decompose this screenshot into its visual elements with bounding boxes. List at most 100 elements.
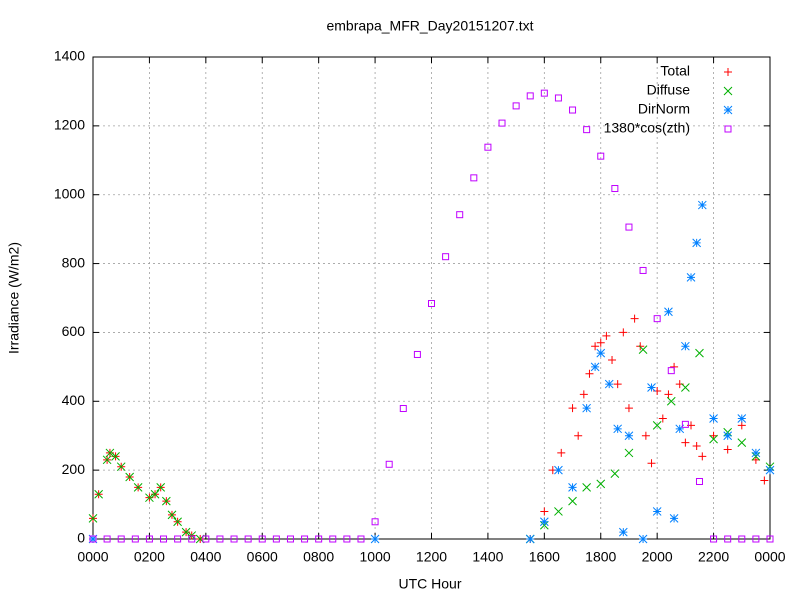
data-point xyxy=(568,483,577,492)
data-point xyxy=(658,414,667,423)
data-point xyxy=(160,535,168,543)
data-point xyxy=(582,483,591,492)
data-point xyxy=(202,535,210,543)
data-point xyxy=(613,380,622,389)
data-point xyxy=(624,431,634,441)
data-point xyxy=(272,535,280,543)
data-point xyxy=(554,465,563,475)
data-point xyxy=(582,403,591,413)
data-point xyxy=(695,348,704,358)
data-point xyxy=(413,350,421,358)
x-tick-label: 1600 xyxy=(529,549,560,565)
data-point xyxy=(145,535,153,543)
data-point xyxy=(596,348,606,358)
data-point xyxy=(686,272,696,282)
x-tick-label: 1800 xyxy=(585,549,616,565)
data-point xyxy=(498,119,506,127)
data-point xyxy=(540,507,549,516)
data-point xyxy=(765,465,775,475)
legend-label: DirNorm xyxy=(638,101,690,117)
data-point xyxy=(568,496,577,506)
data-point xyxy=(652,421,662,430)
data-point xyxy=(618,527,628,537)
data-point xyxy=(596,338,605,347)
data-point xyxy=(625,223,633,231)
data-point xyxy=(574,431,583,440)
data-point xyxy=(150,489,160,499)
x-tick-label: 0200 xyxy=(134,549,165,565)
data-point xyxy=(569,106,577,114)
legend-label: 1380*cos(zth) xyxy=(604,120,690,136)
y-tick-label: 400 xyxy=(62,392,86,408)
data-point xyxy=(613,424,623,434)
data-point xyxy=(161,496,171,506)
data-point xyxy=(666,396,676,406)
data-point xyxy=(611,185,619,193)
data-point xyxy=(94,489,103,499)
data-point xyxy=(102,455,112,465)
data-point xyxy=(752,535,760,543)
data-point xyxy=(647,459,656,468)
x-tick-label: 0000 xyxy=(77,549,108,565)
data-point xyxy=(125,472,135,482)
data-point xyxy=(286,535,294,543)
data-point xyxy=(737,414,747,423)
data-point xyxy=(681,383,690,392)
data-point xyxy=(669,513,679,523)
data-point xyxy=(638,534,648,544)
data-point xyxy=(692,238,702,248)
data-point xyxy=(751,455,760,464)
data-point xyxy=(554,507,563,516)
data-point xyxy=(681,341,690,351)
x-tick-label: 0400 xyxy=(190,549,221,565)
data-point xyxy=(145,493,154,503)
data-point xyxy=(370,534,380,544)
x-tick-label: 0000 xyxy=(754,549,785,565)
data-point xyxy=(710,535,718,543)
plot-border xyxy=(92,56,771,540)
legend-marker xyxy=(723,86,733,96)
x-tick-label: 1400 xyxy=(472,549,503,565)
data-point xyxy=(639,266,647,274)
y-axis-label: Irradiance (W/m2) xyxy=(6,242,22,354)
y-tick-label: 800 xyxy=(62,254,86,270)
data-point xyxy=(597,152,605,160)
data-point xyxy=(103,535,111,543)
data-point xyxy=(343,535,351,543)
data-point xyxy=(590,362,600,372)
data-point xyxy=(698,452,707,461)
data-point xyxy=(371,518,379,526)
data-point xyxy=(258,535,266,543)
data-point xyxy=(766,535,774,543)
data-point xyxy=(89,535,97,543)
x-tick-label: 0600 xyxy=(247,549,278,565)
x-tick-label: 2000 xyxy=(642,549,673,565)
data-point xyxy=(385,460,393,468)
data-point xyxy=(709,434,718,444)
data-point xyxy=(724,535,732,543)
y-tick-label: 1400 xyxy=(54,48,85,64)
data-point xyxy=(399,405,407,413)
data-point xyxy=(230,535,238,543)
data-point xyxy=(329,535,337,543)
data-point xyxy=(428,300,435,308)
y-tick-label: 0 xyxy=(77,530,85,546)
data-point xyxy=(737,438,747,447)
legend-marker xyxy=(724,125,732,133)
data-point xyxy=(675,424,685,434)
data-point xyxy=(624,404,633,413)
data-point xyxy=(512,102,520,110)
data-point xyxy=(591,342,600,351)
data-point xyxy=(88,534,98,544)
data-point xyxy=(619,328,628,337)
data-point xyxy=(760,476,769,485)
data-point xyxy=(602,331,611,340)
data-point xyxy=(664,307,673,317)
data-point xyxy=(647,383,656,392)
data-point xyxy=(583,126,591,134)
data-point xyxy=(554,94,562,102)
data-point xyxy=(641,431,650,440)
data-point xyxy=(133,483,143,492)
data-point xyxy=(751,448,761,458)
